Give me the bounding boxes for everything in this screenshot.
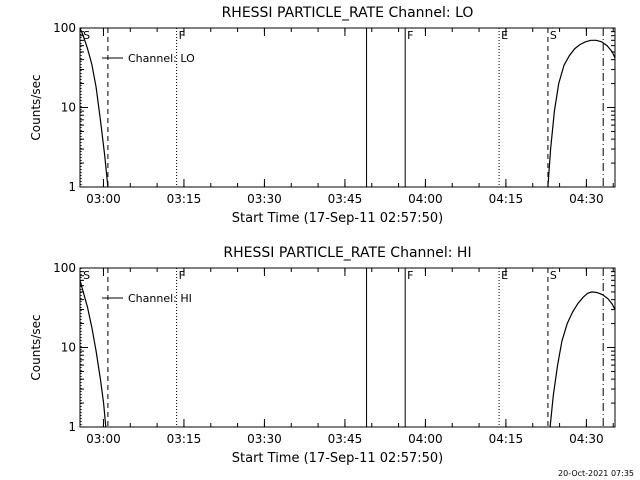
- chart-title: RHESSI PARTICLE_RATE Channel: LO: [222, 5, 474, 21]
- chart-panel-1: RHESSI PARTICLE_RATE Channel: LO 1 10 100 03…: [29, 5, 616, 226]
- x-axis-label: Start Time (17-Sep-11 02:57:50): [232, 211, 443, 226]
- event-marker-label: S: [83, 29, 90, 42]
- y-tick-label: 10: [61, 101, 76, 115]
- event-marker-label: F: [407, 29, 413, 42]
- x-tick-label: 03:00: [86, 192, 121, 206]
- series-line: [80, 280, 107, 427]
- event-marker-label: S: [550, 269, 557, 282]
- event-marker-label: F: [407, 269, 413, 282]
- series-group: [80, 28, 615, 187]
- x-tick-label: 04:30: [569, 192, 604, 206]
- event-marker-label: F: [179, 269, 185, 282]
- series-line: [80, 28, 109, 187]
- chart-panel-2: RHESSI PARTICLE_RATE Channel: HI 1 10 100 03…: [29, 245, 616, 466]
- y-axis-label: Counts/sec: [29, 74, 43, 140]
- y-tick-label: 100: [53, 21, 76, 35]
- event-marker-label: E: [501, 29, 508, 42]
- y-tick-label: 1: [68, 180, 76, 194]
- series-line: [549, 291, 615, 427]
- x-tick-label: 04:00: [408, 192, 443, 206]
- x-tick-label: 04:00: [408, 432, 443, 446]
- x-tick-label: 03:15: [167, 192, 202, 206]
- x-tick-label: 03:00: [86, 432, 121, 446]
- x-tick-label: 03:45: [328, 432, 363, 446]
- y-tick-label: 100: [53, 261, 76, 275]
- legend-label: Channel: HI: [128, 292, 192, 305]
- x-tick-label: 03:15: [167, 432, 202, 446]
- x-tick-label: 03:30: [247, 192, 282, 206]
- y-tick-label: 1: [68, 420, 76, 434]
- x-tick-label: 04:15: [489, 192, 524, 206]
- event-marker-label: S: [550, 29, 557, 42]
- x-axis-label: Start Time (17-Sep-11 02:57:50): [232, 451, 443, 466]
- series-group: [80, 280, 615, 427]
- x-tick-label: 03:45: [328, 192, 363, 206]
- legend-label: Channel: LO: [128, 52, 195, 65]
- series-line: [547, 39, 615, 187]
- x-tick-label: 04:15: [489, 432, 524, 446]
- event-marker-label: S: [83, 269, 90, 282]
- event-marker-label: F: [179, 29, 185, 42]
- footer-timestamp: 20-Oct-2021 07:35: [558, 469, 634, 478]
- y-tick-label: 10: [61, 341, 76, 355]
- chart-title: RHESSI PARTICLE_RATE Channel: HI: [223, 245, 471, 261]
- x-tick-label: 04:30: [569, 432, 604, 446]
- y-axis-label: Counts/sec: [29, 314, 43, 380]
- event-marker-label: E: [501, 269, 508, 282]
- x-tick-label: 03:30: [247, 432, 282, 446]
